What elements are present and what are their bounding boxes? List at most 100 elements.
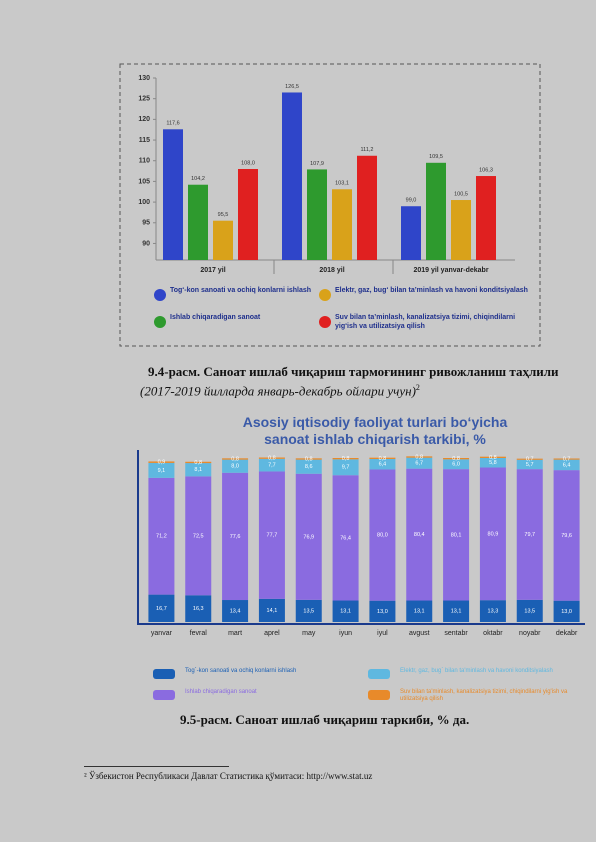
bar	[476, 176, 496, 260]
bar	[357, 155, 377, 260]
value-label: 16,3	[193, 606, 204, 612]
bar	[451, 200, 471, 260]
x-tick-label: noyabr	[519, 630, 541, 637]
value-label: 76,4	[340, 535, 351, 541]
x-tick-label: 2018 yil	[319, 267, 345, 274]
bar-segment	[332, 475, 359, 601]
value-label: 13,1	[340, 609, 351, 615]
value-label: 80,4	[414, 532, 425, 538]
bar-segment	[185, 595, 212, 622]
bar-segment	[443, 600, 470, 622]
bar-segment	[148, 477, 175, 595]
y-tick-label: 100	[138, 199, 150, 206]
bar-segment	[148, 462, 175, 478]
x-tick-label: mart	[228, 630, 242, 637]
value-label: 80,1	[451, 532, 462, 538]
value-label: 95,5	[218, 212, 229, 218]
bar-segment	[406, 456, 433, 458]
value-label: 13,3	[488, 609, 499, 615]
y-tick-label: 115	[139, 137, 150, 144]
bar-segment	[553, 458, 580, 460]
value-label: 109,5	[429, 154, 443, 160]
bar-segment	[369, 458, 396, 470]
bar	[238, 169, 258, 260]
y-tick-label: 90	[142, 240, 150, 247]
value-label: 13,0	[377, 609, 388, 615]
caption: 9.4-расм. Саноат ишлаб чиқариш тармоғини…	[140, 364, 560, 399]
value-label: 76,9	[303, 534, 314, 540]
value-label: 0,8	[489, 455, 497, 461]
value-label: 0,8	[379, 456, 387, 462]
x-tick-label: avgust	[409, 630, 430, 637]
bar-segment	[479, 456, 506, 458]
value-label: 13,1	[414, 609, 425, 615]
value-label: 9,7	[342, 465, 350, 471]
frame	[119, 63, 541, 347]
value-label: 106,3	[479, 167, 493, 173]
bar-segment	[295, 473, 322, 600]
bar-segment	[553, 459, 580, 471]
value-label: 79,7	[524, 532, 535, 538]
bar-segment	[222, 458, 249, 460]
legend-marker	[154, 289, 166, 301]
legend-marker	[319, 289, 331, 301]
caption-italic: (2017-2019 йилларда январь-декабрь ойлар…	[140, 383, 416, 399]
bar-segment	[479, 458, 506, 468]
value-label: 104,2	[191, 176, 205, 182]
x-tick-label: iyun	[339, 630, 352, 637]
y-tick-label: 125	[138, 96, 150, 103]
value-label: 8,6	[305, 464, 313, 470]
legend-label: Suv bilan ta'minlash, kanalizatsiya tizi…	[400, 689, 568, 702]
x-tick-label: 2017 yil	[200, 267, 226, 274]
x-tick-label: fevral	[190, 630, 208, 637]
value-label: 103,1	[335, 181, 349, 187]
value-label: 0,7	[563, 457, 571, 463]
bar	[426, 162, 446, 260]
y-tick-label: 95	[142, 220, 150, 227]
note-ref: 2	[415, 383, 420, 392]
x-tick-label: dekabr	[556, 630, 578, 637]
bar-segment	[516, 469, 543, 600]
bar-segment	[185, 463, 212, 477]
y-tick-label: 110	[139, 158, 150, 165]
x-tick-label: may	[302, 630, 316, 637]
bar-segment	[443, 469, 470, 601]
bar-segment	[406, 457, 433, 469]
caption: 9.5-расм. Саноат ишлаб чиқариш таркиби, …	[180, 712, 470, 727]
legend-label: Elektr, gaz, bug` bilan ta'minlash va ha…	[400, 668, 553, 674]
value-label: 13,5	[303, 608, 314, 614]
legend-label: Ishlab chiqaradigan sanoat	[185, 689, 257, 695]
value-label: 108,0	[241, 160, 255, 166]
legend-label: Elektr, gaz, bug‘ bilan ta’minlash va ha…	[335, 287, 528, 294]
bar-segment	[148, 461, 175, 463]
bar-segment	[332, 458, 359, 460]
bar-segment	[369, 469, 396, 601]
footnote-text: Ўзбекистон Республикаси Давлат Статистик…	[88, 771, 373, 781]
bar-segment	[443, 459, 470, 470]
bar-segment	[185, 461, 212, 464]
bar	[188, 184, 208, 260]
caption-bold: 9.4-расм. Саноат ишлаб чиқариш тармоғини…	[148, 364, 559, 379]
legend-marker	[368, 690, 390, 700]
bar-segment	[369, 600, 396, 622]
bar-segment	[406, 600, 433, 622]
value-label: 6,4	[379, 462, 387, 468]
bar-segment	[479, 600, 506, 622]
bar-segment	[295, 458, 322, 460]
bar-segment	[369, 457, 396, 459]
value-label: 0,8	[415, 454, 423, 460]
value-label: 13,5	[524, 608, 535, 614]
legend-marker	[154, 316, 166, 328]
value-label: 126,5	[285, 84, 299, 90]
legend-marker	[368, 669, 390, 679]
value-label: 0,9	[158, 460, 166, 466]
bar	[282, 92, 302, 261]
bar	[332, 189, 352, 260]
bar-segment	[516, 458, 543, 460]
bar-segment	[443, 458, 470, 460]
y-tick-label: 120	[138, 116, 150, 123]
value-label: 80,0	[377, 533, 388, 539]
value-label: 13,0	[561, 609, 572, 615]
bar-segment	[516, 459, 543, 470]
x-tick-label: aprel	[264, 630, 280, 637]
